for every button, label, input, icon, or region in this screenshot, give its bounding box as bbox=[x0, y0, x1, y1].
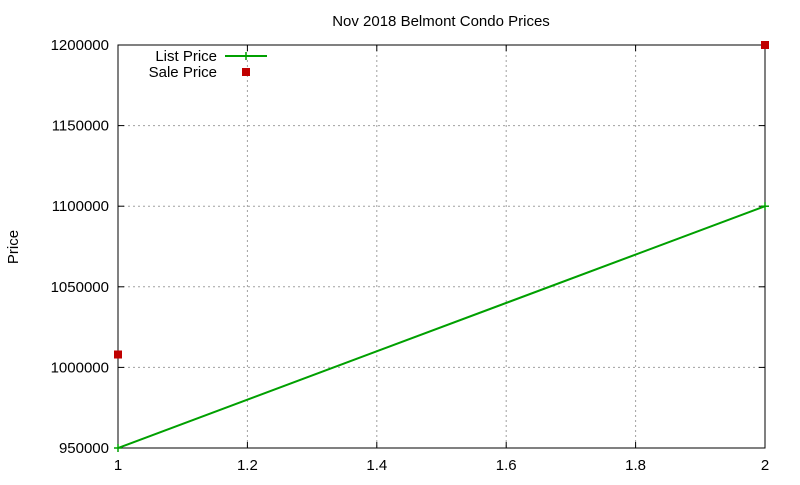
y-axis-label: Price bbox=[5, 230, 22, 264]
list-price-point bbox=[761, 202, 769, 211]
legend-label-sale-price: Sale Price bbox=[149, 64, 217, 81]
chart-title: Nov 2018 Belmont Condo Prices bbox=[332, 13, 550, 30]
x-tick-label: 1.8 bbox=[625, 457, 646, 474]
axis-ticks: 1 1.2 1.4 1.6 1.8 2 950000 1000000 1050000 110000… bbox=[51, 37, 770, 474]
list-price-point bbox=[114, 444, 122, 452]
y-tick-label: 1000000 bbox=[51, 359, 109, 376]
sale-price-point bbox=[114, 350, 122, 359]
list-price-line bbox=[117, 205, 766, 449]
legend-marker-sale-price bbox=[242, 68, 250, 76]
series-layer bbox=[114, 41, 769, 452]
y-tick-label: 1150000 bbox=[52, 118, 109, 135]
plot-frame bbox=[117, 44, 766, 449]
sale-price-point bbox=[761, 41, 769, 49]
x-tick-label: 1.4 bbox=[366, 457, 387, 474]
y-tick-label: 950000 bbox=[59, 440, 109, 457]
x-tick-label: 1.6 bbox=[496, 457, 517, 474]
x-tick-label: 1.2 bbox=[237, 457, 258, 474]
grid bbox=[118, 45, 765, 448]
legend-label-list-price: List Price bbox=[155, 48, 217, 65]
x-tick-label: 2 bbox=[761, 457, 769, 474]
y-tick-label: 1050000 bbox=[51, 279, 109, 296]
y-tick-label: 1200000 bbox=[51, 37, 109, 54]
x-tick-label: 1 bbox=[114, 457, 122, 474]
y-tick-label: 1100000 bbox=[52, 198, 109, 215]
legend-marker-list-price bbox=[242, 52, 250, 60]
